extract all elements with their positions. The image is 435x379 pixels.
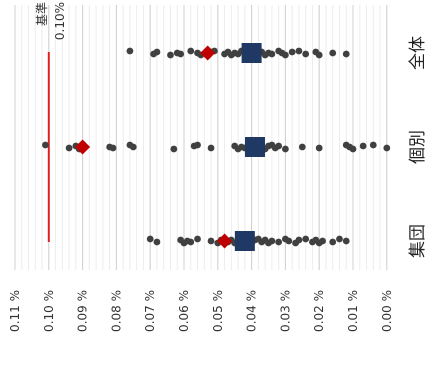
tick-label: 0.03 %	[278, 290, 292, 332]
data-point	[336, 235, 343, 243]
value-axis-tick-labels: 0.11 % 0.10 % 0.09 % 0.08 % 0.07 % 0.06 % 0.05…	[8, 290, 394, 332]
data-point	[319, 237, 326, 245]
data-point	[275, 238, 283, 246]
minor-gridlines	[14, 5, 388, 270]
data-point	[329, 238, 337, 246]
data-point	[282, 51, 289, 59]
data-point	[187, 47, 195, 55]
category-label: 全体	[408, 36, 428, 70]
reference-value-label: 0.10%	[53, 2, 67, 40]
tick-label: 0.11 %	[8, 290, 22, 332]
square-marker	[244, 137, 265, 157]
tick-label: 0.02 %	[312, 290, 326, 332]
data-point	[342, 50, 350, 58]
tick-label: 0.05 %	[211, 290, 225, 332]
data-point	[315, 51, 323, 59]
data-point	[302, 50, 310, 58]
data-point	[194, 235, 201, 243]
data-point	[349, 145, 357, 153]
diamond-marker	[217, 233, 233, 249]
diamond-marker	[200, 45, 216, 61]
diamond-marker	[75, 139, 91, 155]
data-point	[295, 236, 303, 244]
data-point	[302, 235, 310, 243]
tick-label: 0.10 %	[42, 290, 56, 332]
data-point	[177, 50, 185, 58]
data-point	[342, 237, 350, 245]
data-point	[207, 144, 215, 152]
data-point	[126, 47, 134, 55]
data-point	[153, 48, 161, 56]
data-point	[109, 144, 117, 152]
data-point	[383, 144, 391, 152]
data-point	[129, 143, 137, 151]
data-point	[282, 145, 289, 153]
tick-label: 0.04 %	[245, 290, 259, 332]
data-point	[275, 142, 283, 150]
data-point	[42, 141, 49, 149]
data-point	[268, 237, 276, 245]
category-label: 個別	[408, 130, 428, 164]
data-point	[298, 143, 306, 151]
major-gridlines	[14, 5, 388, 270]
data-point	[359, 142, 367, 150]
category-label: 集団	[408, 224, 428, 258]
data-point	[268, 50, 276, 58]
tick-label: 0.08 %	[109, 290, 123, 332]
tick-label: 0.01 %	[346, 290, 360, 332]
data-point	[285, 237, 293, 245]
data-point	[153, 238, 161, 246]
data-point	[170, 145, 178, 153]
square-marker	[234, 231, 255, 251]
tick-label: 0.06 %	[177, 290, 191, 332]
tick-label: 0.07 %	[143, 290, 157, 332]
reference-line-group: 基準 0.10%	[34, 2, 67, 242]
reference-label: 基準	[34, 2, 49, 26]
data-point	[295, 47, 303, 55]
data-point	[288, 48, 296, 56]
square-marker	[241, 43, 262, 63]
data-point	[369, 141, 377, 149]
data-point	[315, 144, 323, 152]
tick-label: 0.00 %	[380, 290, 394, 332]
data-point	[167, 51, 174, 59]
data-point	[146, 235, 154, 243]
data-marks	[42, 43, 391, 251]
data-point	[194, 141, 201, 149]
data-point	[329, 49, 337, 57]
data-point	[65, 144, 73, 152]
data-point	[187, 238, 195, 246]
tick-label: 0.09 %	[76, 290, 90, 332]
data-point	[207, 237, 215, 245]
